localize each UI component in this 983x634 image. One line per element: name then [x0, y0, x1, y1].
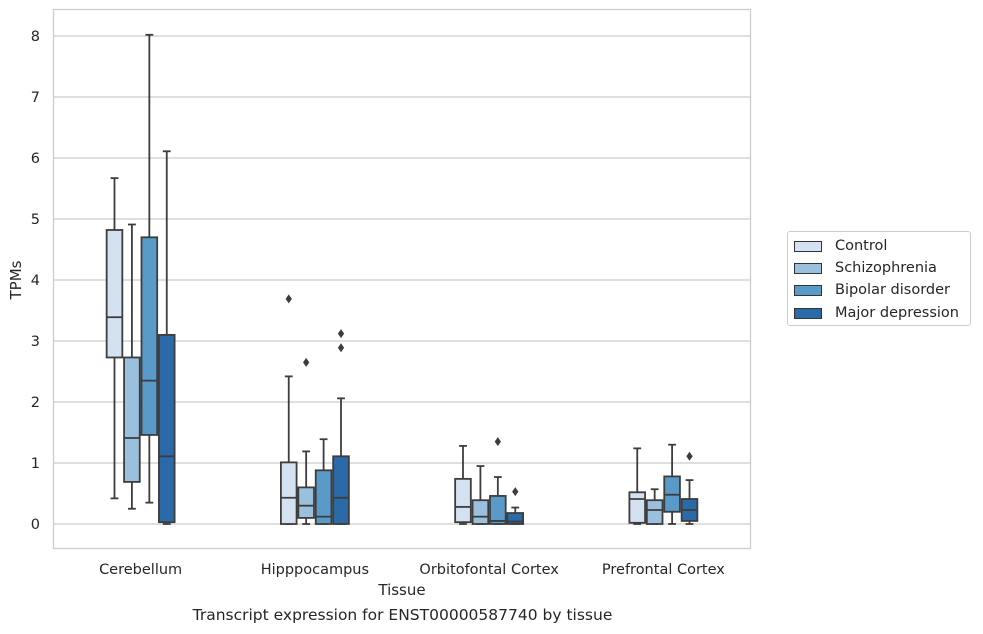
x-tick-label-hipppocampus: Hipppocampus: [261, 562, 369, 578]
y-tick-label-5: 5: [31, 212, 40, 228]
y-axis-label: TPMs: [7, 260, 25, 300]
x-tick-label-prefrontal-cortex: Prefrontal Cortex: [602, 562, 725, 578]
y-tick-label-4: 4: [31, 273, 40, 289]
box-cerebellum-control: [105, 229, 124, 359]
legend-label-bipolar-disorder: Bipolar disorder: [835, 282, 950, 298]
legend-label-major-depression: Major depression: [835, 305, 959, 321]
legend-item-schizophrenia: Schizophrenia: [794, 258, 937, 278]
box-cerebellum-bipolar-disorder: [140, 236, 159, 436]
box-prefrontal-cortex-schizophrenia: [645, 499, 664, 525]
x-tick-labels: Cerebellum Hipppocampus Orbitofontal Corte…: [99, 562, 725, 578]
y-tick-label-0: 0: [31, 517, 40, 533]
figure-caption: Transcript expression for ENST0000058774…: [192, 606, 613, 624]
x-axis-label: Tissue: [377, 581, 425, 599]
box-orbitofontal-cortex-major-depression-outlier-0: [512, 487, 519, 497]
box-prefrontal-cortex-control: [628, 491, 646, 524]
y-tick-label-3: 3: [31, 334, 40, 350]
legend-item-bipolar-disorder: Bipolar disorder: [794, 280, 950, 300]
y-tick-labels: 0 1 2 3 4 5 6 7 8: [31, 29, 40, 533]
legend-swatch-schizophrenia: [794, 262, 822, 274]
y-tick-label-7: 7: [31, 90, 40, 106]
legend-swatch-control: [794, 240, 822, 252]
box-series-group: [105, 33, 699, 525]
legend-swatch-major-depression: [794, 307, 822, 319]
box-orbitofontal-cortex-bipolar-disorder-outlier-0: [494, 437, 501, 447]
legend-item-control: Control: [794, 236, 887, 256]
box-hipppocampus-control: [279, 461, 298, 525]
box-hipppocampus-schizophrenia-outlier-0: [303, 357, 310, 367]
box-orbitofontal-cortex-schizophrenia: [471, 499, 490, 525]
box-cerebellum-schizophrenia: [123, 356, 141, 483]
legend-label-control: Control: [835, 238, 888, 254]
y-tick-label-6: 6: [31, 151, 40, 167]
box-hipppocampus-major-depression: [332, 455, 350, 525]
box-orbitofontal-cortex-bipolar-disorder: [489, 495, 507, 525]
box-cerebellum-major-depression: [158, 333, 176, 524]
box-hipppocampus-bipolar-disorder: [314, 469, 333, 525]
legend-item-major-depression: Major depression: [794, 303, 959, 323]
x-tick-label-cerebellum: Cerebellum: [99, 562, 182, 578]
box-hipppocampus-major-depression-outlier-1: [337, 329, 345, 339]
legend: Control Schizophrenia Bipolar disorder M…: [787, 231, 971, 326]
box-hipppocampus-control-outlier-0: [285, 294, 292, 304]
box-hipppocampus-schizophrenia: [297, 486, 315, 519]
legend-swatch-bipolar-disorder: [794, 284, 822, 296]
box-orbitofontal-cortex-major-depression: [506, 512, 525, 525]
legend-label-schizophrenia: Schizophrenia: [835, 260, 937, 276]
box-hipppocampus-major-depression-outlier-0: [337, 343, 345, 353]
box-orbitofontal-cortex-control: [454, 477, 472, 524]
y-tick-label-2: 2: [31, 395, 40, 411]
y-tick-label-1: 1: [31, 456, 40, 472]
x-tick-label-orbitofontal-cortex: Orbitofontal Cortex: [419, 562, 559, 578]
box-prefrontal-cortex-major-depression-outlier-0: [686, 451, 693, 461]
y-tick-label-8: 8: [31, 29, 40, 45]
